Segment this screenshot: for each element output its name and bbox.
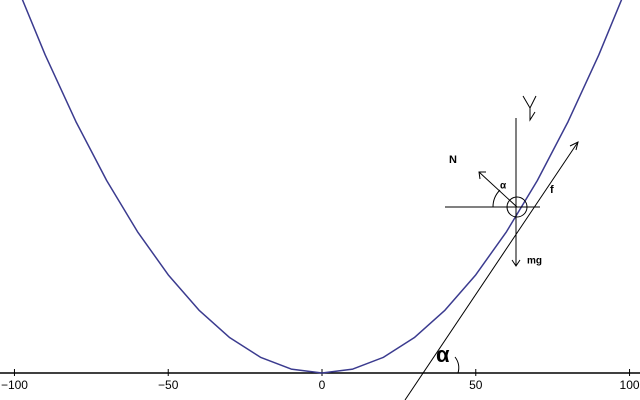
- arrow-head: [511, 259, 521, 267]
- annotation: mg: [527, 256, 542, 267]
- angle-arc: [492, 189, 501, 208]
- sketch-mark: [522, 95, 537, 122]
- curve: [21, 0, 623, 374]
- arrow-head: [478, 171, 486, 180]
- tangent-line: [404, 141, 579, 400]
- annotation: N: [449, 154, 457, 166]
- annotation: α: [436, 342, 450, 367]
- force-diagram: [404, 95, 579, 400]
- x-tick-label: 50: [469, 378, 483, 392]
- annotation: α: [500, 181, 507, 192]
- arrow-head: [569, 141, 579, 151]
- angle-arc: [454, 356, 460, 374]
- normal-arrow: [478, 171, 518, 208]
- x-tick-label: 0: [319, 378, 326, 392]
- x-tick-label: 100: [620, 378, 640, 392]
- x-tick-label: −100: [1, 378, 28, 392]
- x-tick-label: −50: [158, 378, 179, 392]
- annotation: f: [550, 184, 554, 196]
- body: [506, 196, 528, 218]
